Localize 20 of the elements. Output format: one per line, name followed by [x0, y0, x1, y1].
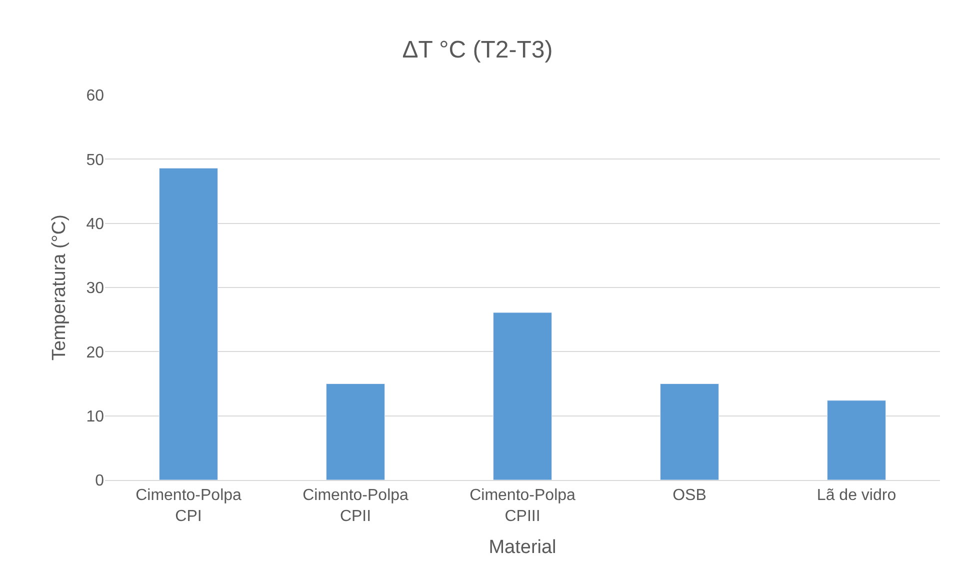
bar: [493, 312, 552, 480]
x-tick-label: Lã de vidro: [816, 487, 896, 504]
y-tick-label: 40: [86, 216, 104, 233]
chart-title: ΔT °C (T2-T3): [402, 36, 553, 64]
y-tick-label: 20: [86, 344, 104, 362]
x-tick-label: Cimento-Polpa CPI: [136, 487, 242, 525]
y-tick-label: 10: [86, 408, 104, 426]
y-tick-label: 50: [86, 152, 104, 169]
x-tick-label: OSB: [672, 487, 706, 504]
x-axis-title: Material: [488, 536, 556, 558]
bar: [326, 384, 385, 480]
x-tick-label: Cimento-Polpa CPII: [302, 487, 409, 525]
y-tick-label: 60: [86, 88, 104, 105]
x-tick-label: Cimento-Polpa CPIII: [470, 487, 576, 525]
bar: [660, 384, 719, 480]
bar: [827, 400, 886, 480]
y-tick-label: 30: [86, 280, 104, 298]
y-tick-label: 0: [95, 472, 104, 490]
y-axis-title: Temperatura (°C): [49, 214, 70, 360]
bar: [159, 168, 218, 480]
